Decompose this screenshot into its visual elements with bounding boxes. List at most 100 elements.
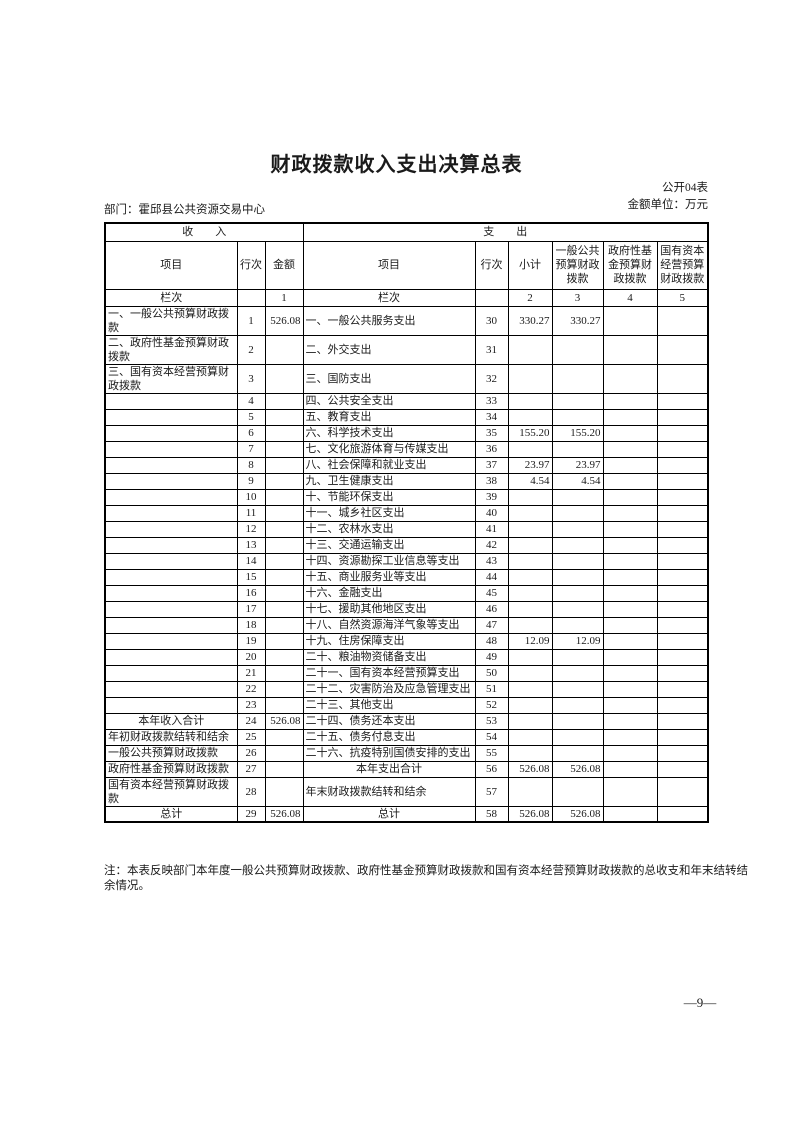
- income-line-no: 16: [236, 584, 266, 602]
- general-budget-amount: [551, 584, 604, 602]
- income-line-no: 18: [236, 616, 266, 634]
- general-budget-amount: [551, 408, 604, 426]
- expense-line-no: 51: [474, 680, 509, 698]
- expense-subtotal: [507, 664, 553, 682]
- expense-subtotal: [507, 696, 553, 714]
- table-meta: 公开04表 金额单位：万元: [628, 180, 709, 214]
- income-item: 政府性基金预算财政拨款: [104, 760, 238, 778]
- income-item: [104, 680, 238, 698]
- expense-line-no: 30: [474, 305, 509, 336]
- general-budget-amount: 526.08: [551, 805, 604, 823]
- gov-fund-amount: [602, 305, 658, 336]
- expense-subtotal: [507, 600, 553, 618]
- expense-line-no: 41: [474, 520, 509, 538]
- general-budget-amount: [551, 568, 604, 586]
- expense-subtotal: [507, 408, 553, 426]
- expense-item: 五、教育支出: [302, 408, 476, 426]
- income-amount: [264, 632, 304, 650]
- expense-subtotal: 12.09: [507, 632, 553, 650]
- gov-fund-amount: [602, 600, 658, 618]
- expense-item: 十二、农林水支出: [302, 520, 476, 538]
- lanci-subtotal-no: 2: [507, 288, 553, 307]
- general-budget-amount: [551, 334, 604, 365]
- expense-subtotal: 155.20: [507, 424, 553, 442]
- income-item: 三、国有资本经营预算财政拨款: [104, 363, 238, 394]
- state-capital-amount: [656, 805, 709, 823]
- table-row: 15 十五、商业服务业等支出 44: [104, 568, 709, 586]
- table-row: 9 九、卫生健康支出 38 4.54 4.54: [104, 472, 709, 490]
- general-budget-amount: [551, 664, 604, 682]
- expense-line-no: 53: [474, 712, 509, 730]
- income-line-no: 27: [236, 760, 266, 778]
- expense-line-no: 48: [474, 632, 509, 650]
- expense-line-no: 45: [474, 584, 509, 602]
- income-item: [104, 552, 238, 570]
- income-amount: [264, 728, 304, 746]
- state-capital-amount: [656, 305, 709, 336]
- income-item: [104, 392, 238, 410]
- expense-subtotal: 330.27: [507, 305, 553, 336]
- income-amount: [264, 648, 304, 666]
- income-amount: [264, 744, 304, 762]
- income-item: [104, 472, 238, 490]
- general-budget-amount: [551, 363, 604, 394]
- state-capital-amount: [656, 504, 709, 522]
- gov-fund-amount: [602, 616, 658, 634]
- gov-fund-amount: [602, 520, 658, 538]
- expense-subtotal: [507, 334, 553, 365]
- expense-item: 二十、粮油物资储备支出: [302, 648, 476, 666]
- general-budget-amount: [551, 728, 604, 746]
- income-line-no: 1: [236, 305, 266, 336]
- col-header-expense-item: 项目: [302, 240, 476, 290]
- general-budget-amount: 12.09: [551, 632, 604, 650]
- gov-fund-amount: [602, 632, 658, 650]
- col-header-general-budget: 一般公共预算财政拨款: [551, 240, 604, 290]
- income-line-no: 19: [236, 632, 266, 650]
- gov-fund-amount: [602, 536, 658, 554]
- fiscal-appropriation-table: 收 入 支 出 项目 行次 金额 项目 行次 小计 一般公共预算财政拨款 政府性…: [104, 222, 709, 823]
- income-line-no: 17: [236, 600, 266, 618]
- expense-subtotal: 4.54: [507, 472, 553, 490]
- expense-group-header: 支 出: [302, 222, 709, 242]
- income-amount: [264, 504, 304, 522]
- gov-fund-amount: [602, 456, 658, 474]
- expense-line-no: 37: [474, 456, 509, 474]
- expense-item: 总计: [302, 805, 476, 823]
- general-budget-amount: [551, 504, 604, 522]
- income-line-no: 8: [236, 456, 266, 474]
- gov-fund-amount: [602, 392, 658, 410]
- gov-fund-amount: [602, 680, 658, 698]
- state-capital-amount: [656, 648, 709, 666]
- general-budget-amount: 526.08: [551, 760, 604, 778]
- table-row: 20 二十、粮油物资储备支出 49: [104, 648, 709, 666]
- department-label: 部门：霍邱县公共资源交易中心: [104, 204, 265, 216]
- table-row: 5 五、教育支出 34: [104, 408, 709, 426]
- income-line-no: 24: [236, 712, 266, 730]
- income-amount: [264, 680, 304, 698]
- state-capital-amount: [656, 760, 709, 778]
- expense-item: 十五、商业服务业等支出: [302, 568, 476, 586]
- expense-subtotal: [507, 744, 553, 762]
- expense-subtotal: [507, 504, 553, 522]
- expense-subtotal: [507, 648, 553, 666]
- expense-subtotal: 526.08: [507, 805, 553, 823]
- expense-item: 二、外交支出: [302, 334, 476, 365]
- expense-subtotal: [507, 488, 553, 506]
- state-capital-amount: [656, 520, 709, 538]
- state-capital-amount: [656, 584, 709, 602]
- expense-line-no: 34: [474, 408, 509, 426]
- income-amount: [264, 696, 304, 714]
- income-item: 二、政府性基金预算财政拨款: [104, 334, 238, 365]
- income-line-no: 23: [236, 696, 266, 714]
- income-amount: [264, 552, 304, 570]
- expense-subtotal: [507, 552, 553, 570]
- income-amount: [264, 664, 304, 682]
- gov-fund-amount: [602, 584, 658, 602]
- income-line-no: 28: [236, 776, 266, 807]
- gov-fund-amount: [602, 363, 658, 394]
- gov-fund-amount: [602, 334, 658, 365]
- lanci-income-amount-no: 1: [264, 288, 304, 307]
- income-line-no: 29: [236, 805, 266, 823]
- income-amount: 526.08: [264, 305, 304, 336]
